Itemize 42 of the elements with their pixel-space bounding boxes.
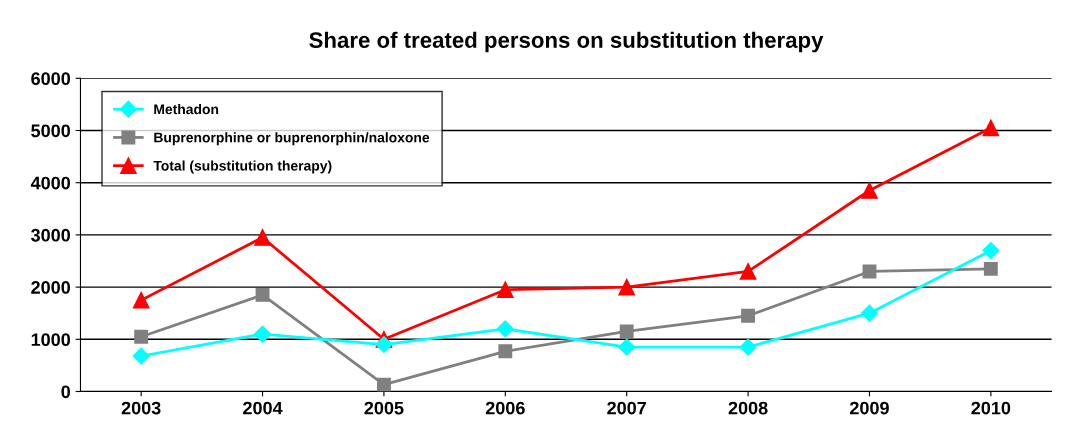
point xyxy=(860,304,879,322)
point xyxy=(496,281,514,299)
y-tick-label: 5000 xyxy=(31,124,71,138)
legend-label: Total (substitution therapy) xyxy=(153,160,332,174)
point xyxy=(861,182,878,199)
legend-label: Methadon xyxy=(154,104,219,115)
point xyxy=(982,119,1000,137)
point xyxy=(983,261,998,276)
point xyxy=(254,229,271,246)
point xyxy=(255,287,270,302)
x-tick-label: 2008 xyxy=(728,401,768,415)
legend-label: Buprenorphine or buprenorphin/naloxone xyxy=(154,132,430,146)
point xyxy=(739,338,757,356)
y-tick-label: 2000 xyxy=(31,281,71,294)
point xyxy=(739,263,757,280)
x-tick-label: 2010 xyxy=(971,401,1011,415)
point xyxy=(498,344,513,359)
point xyxy=(253,325,272,343)
x-tick-label: 2004 xyxy=(243,401,283,415)
point xyxy=(862,264,877,279)
y-tick-label: 6000 xyxy=(31,72,71,86)
x-tick-label: 2007 xyxy=(607,401,646,415)
point xyxy=(132,347,150,365)
point xyxy=(741,308,756,323)
point xyxy=(376,377,391,392)
x-tick-label: 2009 xyxy=(850,401,889,415)
point xyxy=(496,320,514,338)
x-tick-label: 2006 xyxy=(485,401,525,415)
y-tick-label: 3000 xyxy=(31,228,71,242)
point xyxy=(132,291,150,309)
point xyxy=(618,338,636,356)
y-tick-label: 4000 xyxy=(30,176,71,190)
point xyxy=(375,335,393,354)
point xyxy=(618,278,636,296)
x-tick-label: 2003 xyxy=(121,401,161,415)
x-tick-label: 2005 xyxy=(364,401,404,415)
chart-title: Share of treated persons on substitution therapy xyxy=(309,31,824,53)
point xyxy=(134,329,149,344)
y-tick-label: 1000 xyxy=(31,333,71,347)
y-tick-label: 0 xyxy=(61,385,71,399)
point xyxy=(982,242,1000,260)
point xyxy=(619,324,634,339)
